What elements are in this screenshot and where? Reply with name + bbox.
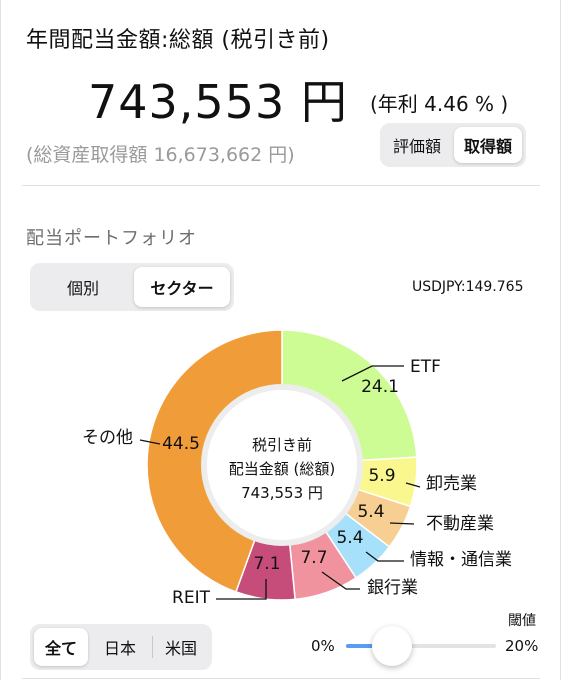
chart-center-total: 743,553 円 [241,484,323,502]
slice-value-label-4: 7.7 [300,548,327,568]
right-frame-line [560,0,561,680]
region-option-us[interactable]: 米国 [164,639,197,658]
slice-category-label-2: 不動産業 [426,514,494,534]
slice-category-label-6: その他 [82,428,133,448]
view-option-individual[interactable]: 個別 [66,279,99,298]
total-assets-cost: (総資産取得額 16,673,662 円) [26,144,295,166]
view-option-sector[interactable]: セクター [134,267,230,307]
threshold-min-label: 0% [311,637,335,655]
chart-center-label-line1: 税引き前 [251,436,312,454]
leader-line-2 [389,522,415,525]
donut-hole [207,390,357,540]
leader-line-0 [341,365,404,382]
leader-line-5 [216,579,267,600]
threshold-label: 閾値 [508,613,536,629]
region-option-japan[interactable]: 日本 [103,639,136,658]
slice-value-label-3: 5.4 [336,528,363,548]
dividend-yield: (年利 4.46 % ) [370,92,509,116]
threshold-max-label: 20% [505,637,539,655]
slice-value-label-1: 5.9 [368,466,395,486]
threshold-slider-fill [346,644,392,648]
divider-bottom [22,678,540,679]
portfolio-heading: 配当ポートフォリオ [26,228,197,249]
basis-option-cost[interactable]: 取得額 [454,127,522,163]
donut-inner-ring [201,384,363,546]
slice-value-label-6: 44.5 [162,434,200,454]
basis-option-valuation[interactable]: 評価額 [392,137,441,156]
slice-category-label-1: 卸売業 [426,474,477,494]
slice-category-label-3: 情報・通信業 [410,550,512,570]
leader-line-4 [321,571,360,590]
divider-1 [22,185,540,186]
leader-line-3 [365,551,404,562]
left-frame-line [0,0,1,680]
leader-line-1 [405,482,421,488]
leader-line-6 [139,439,161,445]
threshold-slider-track[interactable] [346,644,496,648]
dividend-total-amount: 743,553 円 [88,75,348,129]
slice-category-label-0: ETF [410,357,441,377]
portfolio-view-toggle: 個別 セクター [30,263,234,311]
slice-value-label-2: 5.4 [357,502,384,522]
region-divider [152,636,153,658]
slice-category-label-5: REIT [172,588,211,608]
chart-center-label-line2: 配当金額 (総額) [228,460,336,478]
page-title: 年間配当金額:総額 (税引き前) [26,28,330,53]
slice-value-label-5: 7.1 [253,554,280,574]
basis-toggle: 評価額 取得額 [380,123,526,167]
region-option-all[interactable]: 全て [34,628,88,666]
slice-value-label-0: 24.1 [361,377,399,397]
region-filter: 全て 日本 米国 [30,624,212,670]
threshold-slider-thumb[interactable] [372,626,412,666]
exchange-rate: USDJPY:149.765 [412,279,524,295]
slice-category-label-4: 銀行業 [367,578,418,598]
